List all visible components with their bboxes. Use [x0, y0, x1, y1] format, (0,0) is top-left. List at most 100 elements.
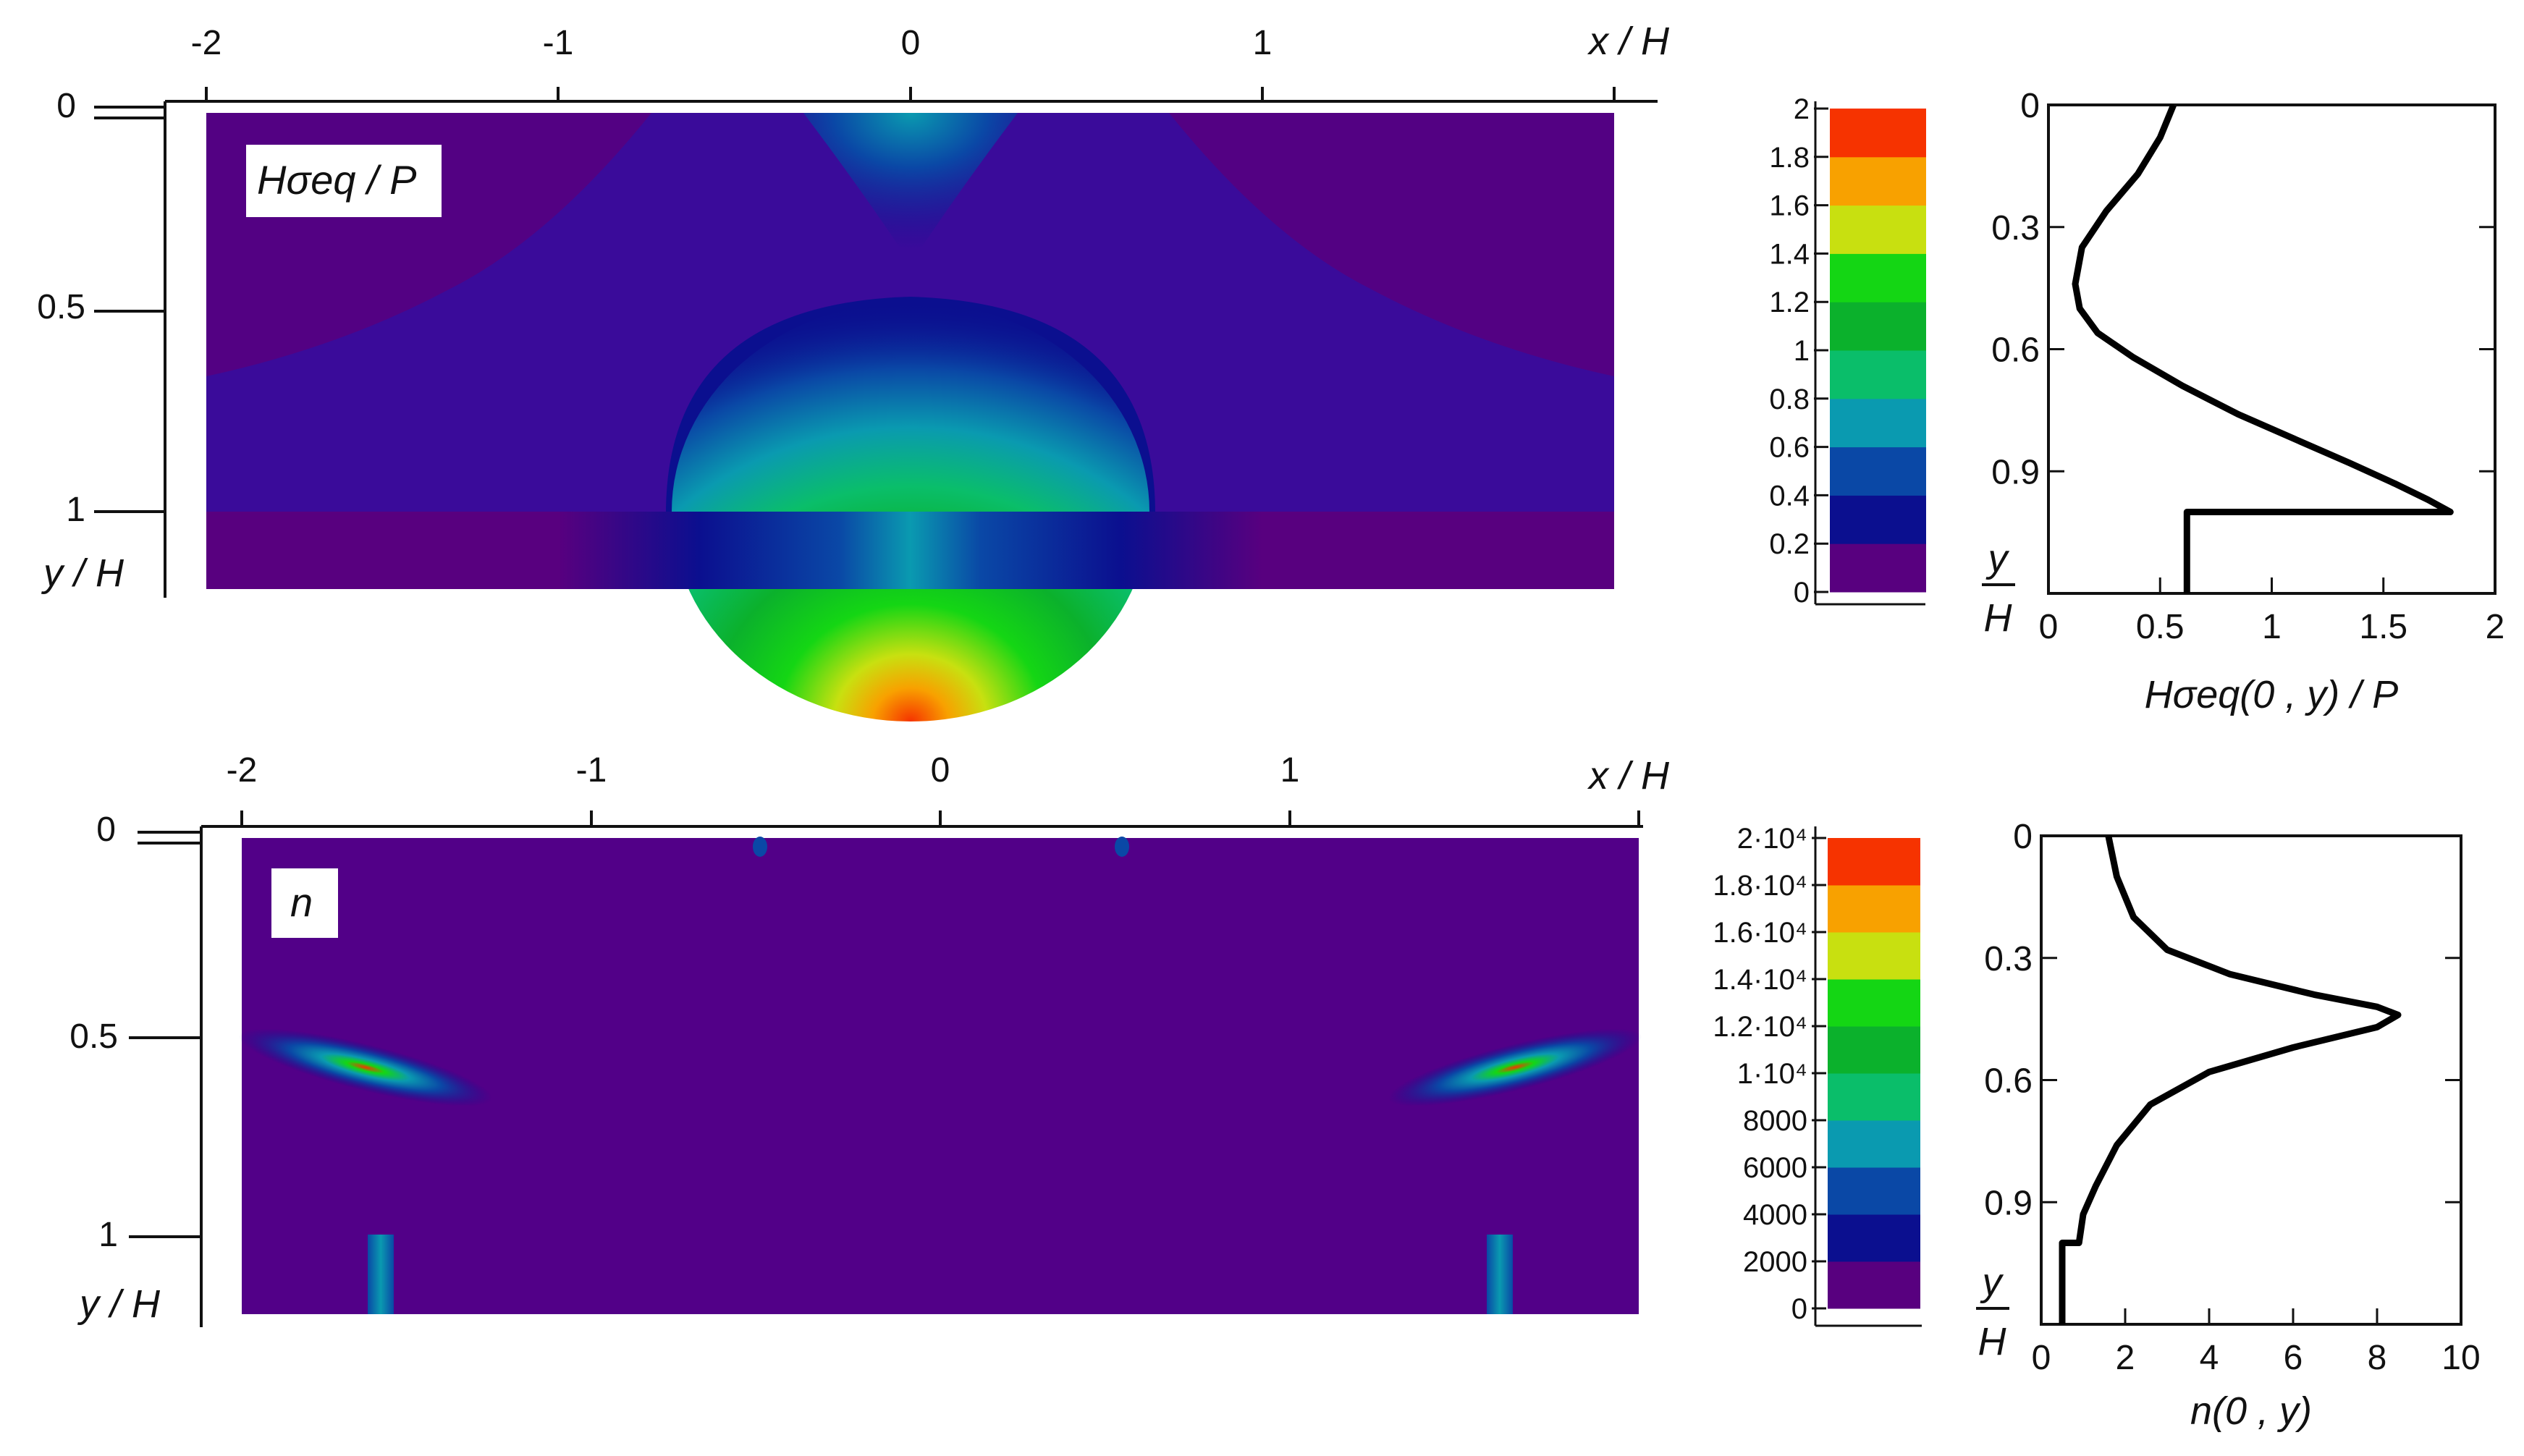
- heatmap-stress: Hσeq / P: [206, 113, 1614, 721]
- profile-stress-ticks: 0 0.5 1 1.5 2 0 0.3 0.6 0.9: [1991, 87, 2504, 646]
- colorbar-tick-label-9: 0.2: [1769, 528, 1810, 560]
- heatmap-stress-ytick-1: 0.5: [37, 288, 85, 326]
- profile-n-xlabel: n(0 , y): [2190, 1389, 2312, 1433]
- colorbar-n-ticks: 2·10⁴ 1.8·10⁴ 1.6·10⁴ 1.4·10⁴ 1.2·10⁴ 1·10⁴ 80…: [1713, 823, 1826, 1325]
- heatmap-n-ytick-0: 0: [96, 810, 116, 849]
- colorbar-tick-label-8: 4000: [1743, 1199, 1807, 1231]
- ytick-label-3: 0.9: [1991, 453, 2040, 491]
- heatmap-n-xtick-1: -1: [576, 751, 607, 790]
- colorbar-tick-label-6: 0.8: [1769, 384, 1810, 415]
- heatmap-n-top-dot-left: [753, 837, 767, 857]
- heatmap-n-ylabel: y / H: [77, 1282, 161, 1326]
- xtick-label-3: 1.5: [2359, 608, 2407, 646]
- xtick-label-1: 2: [2116, 1339, 2135, 1377]
- profile-stress-ylabel-num: y: [1985, 537, 2010, 580]
- heatmap-stress-ytick-0: 0: [56, 87, 76, 125]
- profile-n-frame: [2040, 834, 2462, 1326]
- profile-n: 0 2 4 6 8 10 0 0.3 0.6 0.9 n(0 , y) y H: [1976, 818, 2481, 1433]
- heatmap-stress-xlabel: x / H: [1587, 20, 1670, 63]
- heatmap-n-label-box: [271, 868, 338, 938]
- profile-stress-line: [2072, 103, 2454, 593]
- heatmap-n-ytick-2: 1: [98, 1216, 118, 1254]
- colorbar-swatch-4: [1830, 350, 1926, 399]
- xtick-label-0: 0: [2039, 608, 2059, 646]
- colorbar-tick-label-5: 1·10⁴: [1737, 1058, 1807, 1090]
- colorbar-stress-swatches: [1830, 109, 1926, 593]
- colorbar-stress: 2 1.8 1.6 1.4 1.2 1 0.8 0.6 0.4 0.2 0: [1769, 93, 1926, 609]
- colorbar-swatch-1: [1830, 495, 1926, 544]
- heatmap-stress-xtick-0: -2: [191, 24, 222, 62]
- colorbar-tick-label-1: 1.8·10⁴: [1713, 870, 1807, 902]
- colorbar-swatch-0: [1828, 1261, 1920, 1309]
- colorbar-swatch-8: [1830, 156, 1926, 206]
- xtick-label-4: 8: [2368, 1339, 2387, 1377]
- profile-n-line: [2059, 835, 2402, 1324]
- xtick-label-3: 6: [2284, 1339, 2303, 1377]
- colorbar-tick-label-2: 1.6·10⁴: [1713, 917, 1807, 949]
- colorbar-stress-ticks: 2 1.8 1.6 1.4 1.2 1 0.8 0.6 0.4 0.2 0: [1769, 93, 1828, 609]
- heatmap-stress-label-box: [246, 145, 442, 217]
- colorbar-swatch-6: [1828, 979, 1920, 1027]
- colorbar-swatch-3: [1830, 398, 1926, 448]
- xtick-label-2: 4: [2200, 1339, 2219, 1377]
- heatmap-n: n: [239, 837, 1642, 1314]
- colorbar-tick-label-2: 1.6: [1769, 190, 1810, 222]
- xtick-label-5: 10: [2441, 1339, 2480, 1377]
- profile-stress-xlabel: Hσeq(0 , y) / P: [2145, 673, 2399, 716]
- colorbar-tick-label-7: 6000: [1743, 1152, 1807, 1184]
- colorbar-tick-label-3: 1.4: [1769, 238, 1810, 270]
- xtick-label-1: 0.5: [2136, 608, 2185, 646]
- ytick-label-2: 0.6: [1991, 331, 2040, 370]
- heatmap-stress-right-lobe: [1169, 113, 1614, 376]
- ytick-label-1: 0.3: [1984, 940, 2033, 978]
- heatmap-n-left-bar: [368, 1235, 394, 1314]
- colorbar-swatch-5: [1828, 1026, 1920, 1074]
- heatmap-n-xtick-3: 1: [1280, 751, 1300, 790]
- heatmap-n-right-hotspot: [1388, 1028, 1642, 1106]
- colorbar-tick-label-5: 1: [1794, 335, 1810, 367]
- colorbar-swatch-2: [1828, 1167, 1920, 1215]
- colorbar-tick-label-6: 8000: [1743, 1105, 1807, 1137]
- heatmap-stress-surface-lobe: [803, 113, 1018, 264]
- colorbar-tick-label-9: 2000: [1743, 1246, 1807, 1278]
- colorbar-tick-label-8: 0.4: [1769, 480, 1810, 512]
- heatmap-stress-xtick-3: 1: [1253, 24, 1272, 62]
- colorbar-swatch-5: [1830, 302, 1926, 351]
- colorbar-tick-label-4: 1.2·10⁴: [1713, 1011, 1807, 1043]
- heatmap-n-top-dot-right: [1115, 837, 1129, 857]
- colorbar-n-swatches: [1828, 838, 1920, 1309]
- colorbar-swatch-4: [1828, 1073, 1920, 1121]
- heatmap-n-xtick-2: 0: [931, 751, 950, 790]
- heatmap-stress-ytick-2: 1: [66, 491, 85, 529]
- colorbar-swatch-7: [1830, 205, 1926, 254]
- colorbar-tick-label-10: 0: [1791, 1293, 1807, 1325]
- profile-stress-frame: [2047, 103, 2496, 595]
- profile-stress: 0 0.5 1 1.5 2 0 0.3 0.6 0.9 Hσeq(0 , y) / P y H: [1982, 87, 2504, 716]
- colorbar-tick-label-0: 2: [1794, 93, 1810, 125]
- heatmap-stress-xtick-1: -1: [543, 24, 574, 62]
- profile-n-ylabel-den: H: [1978, 1320, 2007, 1363]
- heatmap-n-background: [242, 838, 1639, 1314]
- heatmap-stress-label: Hσeq / P: [257, 157, 417, 203]
- heatmap-stress-bottom-strip: [206, 512, 1614, 589]
- colorbar-tick-label-1: 1.8: [1769, 142, 1810, 174]
- colorbar-swatch-7: [1828, 932, 1920, 980]
- ytick-label-1: 0.3: [1991, 209, 2040, 247]
- heatmap-stress-axes: [94, 87, 1658, 598]
- heatmap-n-label: n: [290, 879, 313, 925]
- colorbar-n: 2·10⁴ 1.8·10⁴ 1.6·10⁴ 1.4·10⁴ 1.2·10⁴ 1·10⁴ 80…: [1713, 823, 1922, 1327]
- profile-n-ylabel-num: y: [1980, 1261, 2004, 1304]
- colorbar-tick-label-7: 0.6: [1769, 432, 1810, 464]
- profile-stress-ylabel-den: H: [1984, 596, 2013, 640]
- xtick-label-2: 1: [2262, 608, 2282, 646]
- colorbar-swatch-2: [1830, 446, 1926, 496]
- ytick-label-0: 0: [2020, 87, 2040, 125]
- colorbar-swatch-8: [1828, 885, 1920, 933]
- colorbar-swatch-1: [1828, 1214, 1920, 1262]
- ytick-label-2: 0.6: [1984, 1062, 2033, 1101]
- profile-n-ticks: 0 2 4 6 8 10 0 0.3 0.6 0.9: [1984, 818, 2480, 1377]
- heatmap-n-right-bar: [1487, 1235, 1513, 1314]
- colorbar-tick-label-4: 1.2: [1769, 287, 1810, 318]
- colorbar-swatch-6: [1830, 253, 1926, 302]
